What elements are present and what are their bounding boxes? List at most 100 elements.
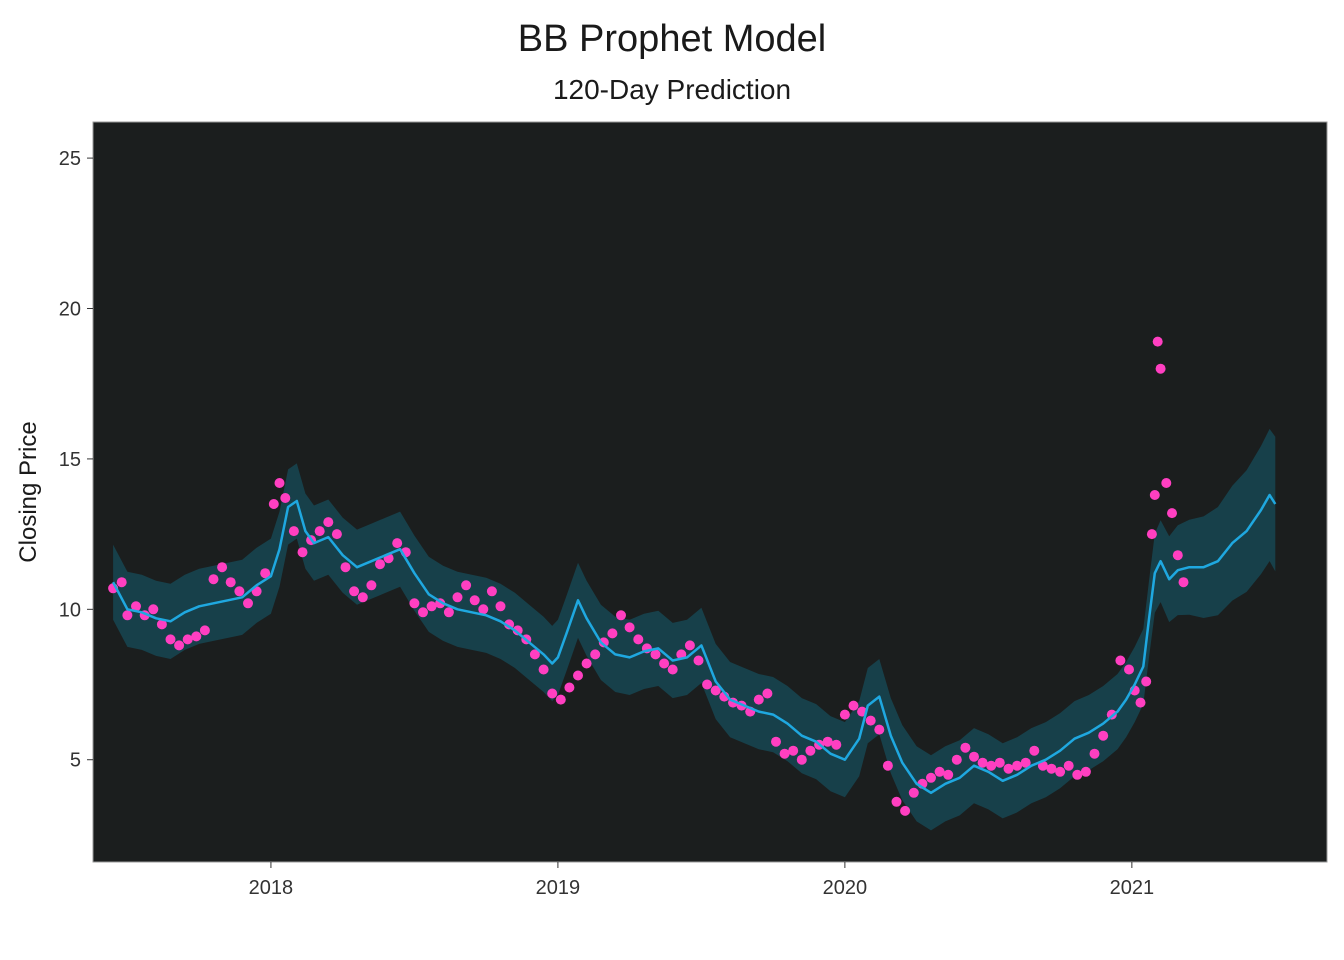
observed-point: [268, 499, 279, 509]
y-tick-label: 20: [59, 299, 81, 321]
observed-point: [409, 598, 420, 609]
observed-point: [1080, 766, 1091, 777]
observed-point: [702, 679, 713, 690]
observed-point: [908, 787, 919, 798]
observed-point: [357, 592, 368, 603]
observed-point: [1135, 697, 1146, 708]
observed-point: [969, 751, 979, 762]
observed-point: [1155, 363, 1166, 374]
observed-point: [280, 493, 291, 503]
observed-point: [753, 694, 764, 705]
observed-point: [951, 754, 962, 765]
observed-point: [926, 772, 936, 783]
observed-point: [1141, 676, 1152, 687]
observed-point: [1029, 745, 1040, 756]
observed-point: [182, 634, 193, 645]
observed-point: [839, 709, 850, 720]
observed-point: [788, 745, 799, 756]
observed-point: [1072, 769, 1083, 780]
observed-point: [340, 562, 351, 573]
observed-point: [865, 715, 876, 726]
observed-point: [331, 529, 342, 540]
observed-point: [624, 622, 635, 633]
observed-point: [607, 628, 618, 639]
observed-point: [1020, 757, 1031, 768]
y-tick-label: 15: [59, 449, 81, 471]
observed-point: [260, 568, 271, 579]
observed-point: [796, 754, 807, 765]
observed-point: [1003, 763, 1014, 774]
observed-point: [762, 688, 773, 699]
observed-point: [274, 478, 285, 488]
observed-point: [486, 586, 497, 597]
observed-point: [598, 637, 609, 648]
observed-point: [538, 664, 549, 675]
observed-point: [1178, 577, 1189, 588]
observed-point: [1055, 766, 1066, 777]
observed-point: [1046, 763, 1057, 774]
observed-point: [1012, 760, 1023, 771]
observed-point: [960, 742, 971, 753]
observed-point: [1167, 508, 1177, 519]
observed-point: [323, 517, 334, 528]
observed-point: [581, 658, 592, 669]
observed-point: [131, 601, 141, 612]
observed-points: [108, 336, 1189, 816]
observed-point: [547, 688, 558, 699]
observed-point: [349, 586, 360, 597]
axes: 5 10 15 20 25 2018 2019 2020 2021: [59, 148, 1154, 899]
y-axis-title: Closing Price: [15, 421, 42, 562]
plot-panel: [92, 121, 1328, 863]
observed-point: [555, 694, 566, 705]
observed-point: [1115, 655, 1126, 666]
uncertainty-band-area: [113, 428, 1276, 831]
observed-point: [443, 607, 454, 618]
observed-point: [667, 664, 678, 675]
observed-point: [529, 649, 540, 660]
observed-point: [297, 547, 308, 558]
observed-point: [1152, 336, 1163, 347]
observed-point: [779, 748, 790, 759]
observed-point: [900, 805, 911, 816]
observed-point: [590, 649, 601, 660]
y-tick-label: 25: [59, 148, 81, 170]
x-tick-label: 2020: [823, 877, 868, 899]
observed-point: [122, 610, 133, 621]
observed-point: [217, 562, 228, 573]
observed-point: [495, 601, 506, 612]
observed-point: [934, 766, 945, 777]
observed-point: [633, 634, 644, 645]
x-tick-label: 2018: [249, 877, 294, 899]
observed-point: [1161, 478, 1172, 488]
x-tick-label: 2019: [536, 877, 581, 899]
observed-point: [234, 586, 245, 597]
observed-point: [822, 736, 833, 747]
observed-point: [882, 760, 893, 771]
observed-point: [659, 658, 670, 669]
observed-point: [1149, 490, 1160, 500]
observed-point: [243, 598, 253, 609]
observed-point: [1089, 748, 1100, 759]
observed-point: [805, 745, 816, 756]
observed-point: [199, 625, 210, 636]
observed-point: [174, 640, 185, 651]
observed-point: [994, 757, 1005, 768]
y-tick-label: 5: [70, 750, 81, 772]
observed-point: [469, 595, 480, 606]
observed-point: [848, 700, 859, 711]
observed-point: [710, 685, 721, 696]
observed-point: [693, 655, 704, 666]
observed-point: [478, 604, 489, 615]
observed-point: [1063, 760, 1074, 771]
observed-point: [116, 577, 127, 588]
y-tick-label: 10: [59, 599, 81, 621]
observed-point: [191, 631, 202, 642]
observed-point: [1124, 664, 1134, 675]
observed-point: [1146, 529, 1157, 540]
observed-point: [874, 724, 885, 735]
observed-point: [650, 649, 661, 660]
forecast-line-path: [111, 493, 1277, 795]
observed-point: [943, 769, 954, 780]
observed-point: [684, 640, 695, 651]
